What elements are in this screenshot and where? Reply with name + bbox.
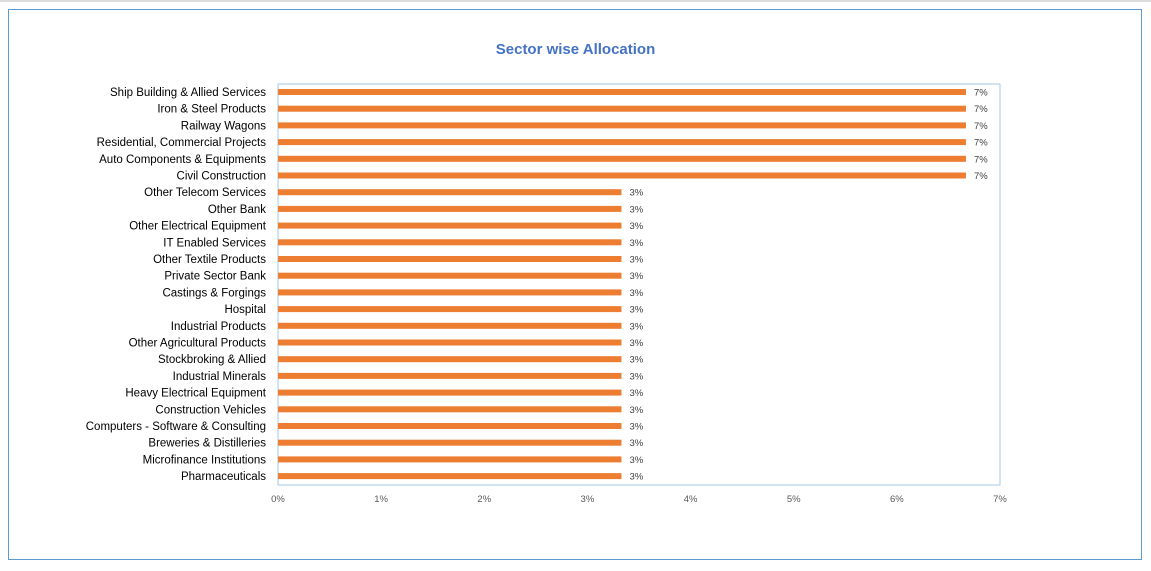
- category-label: Microfinance Institutions: [143, 454, 267, 466]
- data-label: 7%: [974, 104, 988, 115]
- data-label: 3%: [629, 472, 643, 483]
- data-label: 3%: [629, 238, 643, 249]
- category-label: Construction Vehicles: [155, 404, 266, 416]
- data-label: 3%: [629, 305, 643, 316]
- category-label: Railway Wagons: [181, 120, 266, 132]
- bar: [278, 139, 966, 146]
- data-label: 3%: [629, 338, 643, 349]
- data-label: 3%: [629, 355, 643, 366]
- category-label: Hospital: [224, 304, 266, 316]
- x-tick-label: 0%: [271, 494, 285, 505]
- category-labels: Ship Building & Allied Services Iron & St…: [86, 87, 267, 483]
- x-tick-label: 5%: [787, 494, 801, 505]
- bar: [278, 339, 622, 346]
- bar: [278, 89, 966, 95]
- x-tick-label: 6%: [890, 494, 904, 505]
- category-label: Industrial Minerals: [173, 371, 267, 383]
- plot-area: [277, 83, 1001, 486]
- bar: [278, 406, 622, 413]
- data-label: 3%: [629, 321, 643, 332]
- data-label: 3%: [629, 204, 643, 215]
- category-label: Computers - Software & Consulting: [86, 421, 266, 433]
- category-label: Civil Construction: [177, 171, 266, 183]
- category-label: Residential, Commercial Projects: [97, 137, 267, 149]
- data-label: 3%: [629, 221, 643, 232]
- data-label: 3%: [629, 388, 643, 399]
- category-label: Other Electrical Equipment: [129, 221, 267, 233]
- bar: [278, 356, 622, 363]
- bar: [278, 105, 966, 112]
- bar: [278, 155, 966, 162]
- bars-group: [278, 89, 966, 480]
- data-label: 3%: [629, 271, 643, 282]
- data-label: 3%: [629, 455, 643, 466]
- data-labels: 7% 7% 7% 7% 7% 7% 3% 3% 3% 3% 3% 3% 3% 3% 3% 3% 3% 3% 3% 3%…: [629, 88, 988, 483]
- x-tick-labels: 0% 1% 2% 3% 4% 5% 6% 7%: [271, 494, 1007, 505]
- category-label: Castings & Forgings: [162, 287, 266, 299]
- data-label: 7%: [974, 121, 988, 132]
- x-tick-label: 1%: [374, 494, 388, 505]
- x-tick-label: 7%: [993, 494, 1007, 505]
- data-label: 7%: [974, 88, 988, 99]
- x-tick-label: 2%: [477, 494, 491, 505]
- category-label: Private Sector Bank: [164, 271, 266, 283]
- data-label: 7%: [974, 154, 988, 165]
- category-label: Other Bank: [208, 204, 266, 216]
- bar: [278, 423, 622, 429]
- category-label: Ship Building & Allied Services: [110, 87, 266, 99]
- bar: [278, 389, 622, 396]
- bar: [278, 372, 622, 379]
- x-tick-label: 3%: [581, 494, 595, 505]
- bar: [278, 306, 622, 313]
- bar: [278, 322, 622, 329]
- data-label: 3%: [629, 188, 643, 199]
- data-label: 3%: [629, 255, 643, 266]
- bar: [278, 289, 622, 296]
- bar: [278, 122, 966, 129]
- chart-title: Sector wise Allocation: [495, 41, 656, 58]
- data-label: 3%: [629, 405, 643, 416]
- x-tick-label: 4%: [684, 494, 698, 505]
- top-divider: [0, 0, 1151, 2]
- category-label: Stockbroking & Allied: [158, 354, 266, 366]
- bar: [278, 272, 622, 279]
- chart-frame: [8, 9, 1142, 560]
- bar: [278, 456, 622, 463]
- category-label: IT Enabled Services: [163, 237, 266, 249]
- data-label: 7%: [974, 171, 988, 182]
- category-label: Other Textile Products: [153, 254, 266, 266]
- category-label: Iron & Steel Products: [157, 104, 266, 116]
- bar: [278, 256, 622, 262]
- category-label: Pharmaceuticals: [181, 471, 266, 483]
- data-label: 3%: [629, 288, 643, 299]
- bar: [278, 189, 622, 196]
- bar: [278, 172, 966, 179]
- bar: [278, 473, 622, 480]
- category-label: Industrial Products: [171, 321, 266, 333]
- category-label: Other Telecom Services: [144, 187, 266, 199]
- bar: [278, 222, 622, 229]
- data-label: 3%: [629, 371, 643, 382]
- bar: [278, 439, 622, 446]
- category-label: Breweries & Distilleries: [148, 438, 266, 450]
- data-label: 7%: [974, 138, 988, 149]
- category-label: Other Agricultural Products: [129, 338, 267, 350]
- category-label: Auto Components & Equipments: [99, 154, 266, 166]
- data-label: 3%: [629, 438, 643, 449]
- bar: [278, 205, 622, 212]
- category-label: Heavy Electrical Equipment: [125, 388, 266, 400]
- data-label: 3%: [629, 422, 643, 433]
- bar: [278, 239, 622, 246]
